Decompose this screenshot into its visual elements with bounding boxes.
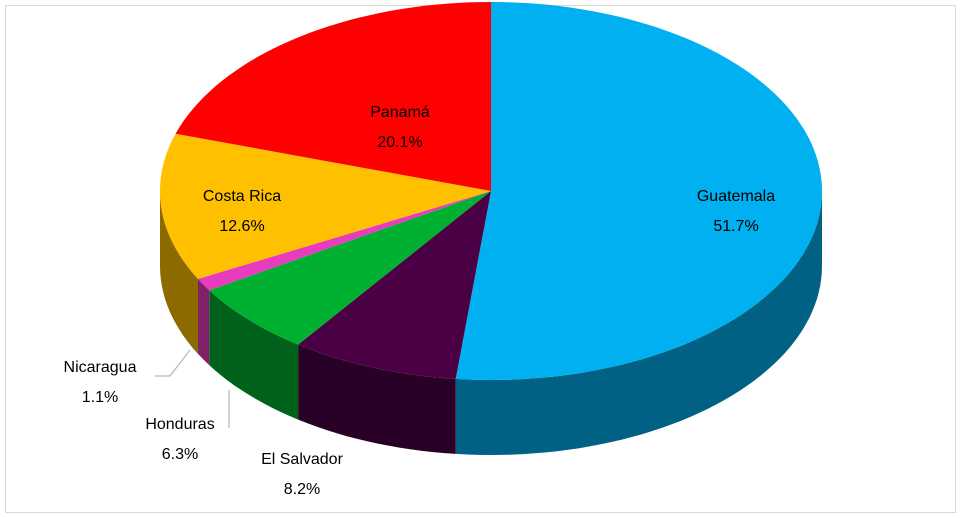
slice-value-label: 51.7% <box>713 218 758 235</box>
slice-label: Guatemala <box>697 188 775 205</box>
slice-value-label: 6.3% <box>162 446 198 463</box>
slice-side <box>455 191 822 455</box>
pie-tops <box>160 2 822 380</box>
slice-side <box>209 290 299 420</box>
slice-label: Costa Rica <box>203 188 281 205</box>
slice-value-label: 12.6% <box>219 218 264 235</box>
slice <box>160 133 491 279</box>
slice-value-label: 20.1% <box>377 134 422 151</box>
leader-line <box>155 349 191 377</box>
slice-side <box>160 191 198 354</box>
slice-value-label: 8.2% <box>284 481 320 498</box>
slice-label: Honduras <box>145 416 214 433</box>
slice-label: El Salvador <box>261 451 343 468</box>
slice <box>298 191 491 379</box>
slice <box>455 2 822 380</box>
slice-side <box>298 344 456 454</box>
slice <box>209 191 492 345</box>
slice <box>198 191 491 291</box>
slice <box>175 2 491 191</box>
pie-labels: Guatemala 51.7% El Salvador 8.2% Honduras 6.3… <box>64 104 776 498</box>
slice-label: Panamá <box>370 104 430 121</box>
slice-label: Nicaragua <box>64 359 137 376</box>
slice-side <box>198 278 210 366</box>
slice-value-label: 1.1% <box>82 389 118 406</box>
pie-sides <box>160 191 822 455</box>
